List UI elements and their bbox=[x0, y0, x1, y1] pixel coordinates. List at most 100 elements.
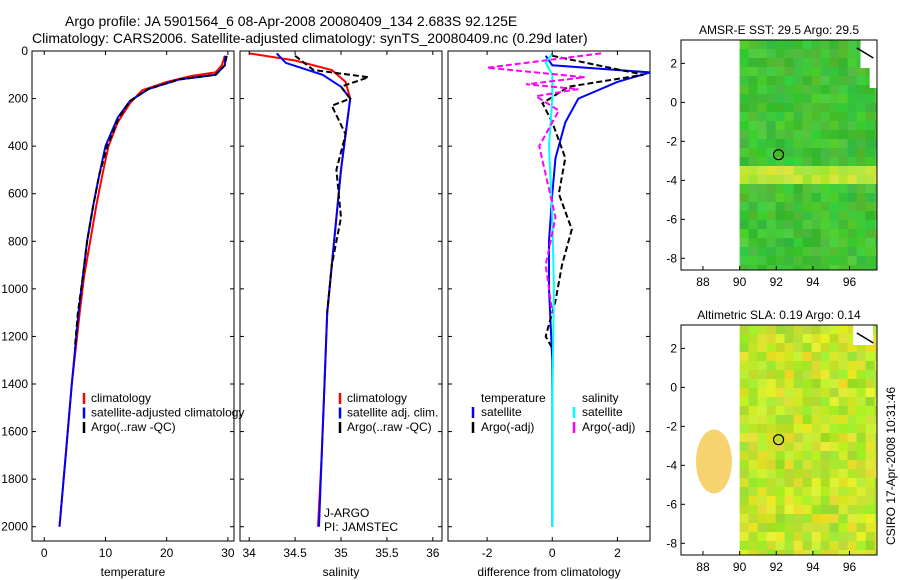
sst-map-cell bbox=[739, 121, 750, 131]
sla-map-cell bbox=[856, 487, 867, 497]
salinity-profile-line-1 bbox=[275, 52, 352, 527]
sst-map-cell bbox=[748, 256, 759, 266]
sst-map-cell bbox=[829, 193, 840, 203]
sst-map-cell bbox=[784, 202, 795, 212]
sst-map-cell bbox=[748, 229, 759, 239]
sst-map-cell bbox=[775, 103, 786, 113]
sla-map-cell bbox=[748, 361, 759, 371]
sla-map-cell bbox=[820, 397, 831, 407]
sla-map-cell bbox=[793, 424, 804, 434]
sla-map-cell bbox=[847, 352, 858, 362]
sla-map-cell bbox=[811, 424, 822, 434]
sst-map-cell bbox=[739, 94, 750, 104]
sla-map-cell bbox=[793, 415, 804, 425]
sst-map-cell bbox=[766, 103, 777, 113]
sla-map-cell bbox=[775, 388, 786, 398]
sst-map-cell bbox=[829, 112, 840, 122]
sla-map-cell bbox=[784, 487, 795, 497]
sla-map-cell bbox=[838, 334, 849, 344]
sst-map-cell bbox=[766, 220, 777, 230]
sst-map-cell bbox=[856, 121, 867, 131]
sla-map-cell bbox=[757, 514, 768, 524]
sla-map-cell bbox=[793, 370, 804, 380]
difference-profile-xtick-label: 2 bbox=[614, 546, 621, 560]
sst-map-cell bbox=[838, 76, 849, 86]
temperature-profile-legend-label: Argo(..raw -QC) bbox=[91, 420, 176, 434]
sst-map-cell bbox=[856, 166, 867, 176]
sla-map-ytick-label: -4 bbox=[666, 458, 677, 472]
sst-map-cell bbox=[811, 184, 822, 194]
sst-map-cell bbox=[838, 193, 849, 203]
sla-map-cell bbox=[802, 433, 813, 443]
sst-map-cell bbox=[766, 175, 777, 185]
sla-map-cell bbox=[739, 487, 750, 497]
sst-map-xtick-label: 94 bbox=[806, 275, 820, 289]
sst-map-cell bbox=[793, 211, 804, 221]
sla-map-cell bbox=[829, 469, 840, 479]
sla-map-cell bbox=[802, 370, 813, 380]
sla-map-cell bbox=[757, 397, 768, 407]
sst-map-cell bbox=[775, 40, 786, 50]
sla-map-cell bbox=[748, 352, 759, 362]
sst-map-cell bbox=[739, 130, 750, 140]
sst-map-cell bbox=[802, 58, 813, 68]
sla-map-argo-marker bbox=[772, 434, 785, 446]
sla-map-cell bbox=[811, 451, 822, 461]
sla-map-cell bbox=[811, 478, 822, 488]
sla-map-cell bbox=[847, 442, 858, 452]
sla-map-cell bbox=[874, 361, 877, 371]
sst-map-cell bbox=[847, 112, 858, 122]
difference-legend-label: Argo(-adj) bbox=[481, 420, 534, 434]
sst-map-cell bbox=[784, 76, 795, 86]
sst-map-cell bbox=[784, 121, 795, 131]
sla-map-cell bbox=[820, 451, 831, 461]
sla-map-cell bbox=[802, 415, 813, 425]
sst-map-cell bbox=[838, 175, 849, 185]
sla-map-cell bbox=[784, 451, 795, 461]
sla-map-cell bbox=[838, 370, 849, 380]
sst-map-cell bbox=[811, 121, 822, 131]
sla-map-cell bbox=[865, 514, 876, 524]
sla-map-cell bbox=[847, 487, 858, 497]
sst-map-cell bbox=[766, 148, 777, 158]
sst-map-cell bbox=[811, 193, 822, 203]
sst-map-cell bbox=[748, 166, 759, 176]
sst-map-cell bbox=[766, 121, 777, 131]
sst-map-cell bbox=[874, 103, 877, 113]
sst-map-cell bbox=[775, 148, 786, 158]
sst-map-cell bbox=[802, 67, 813, 77]
sla-map-cell bbox=[838, 352, 849, 362]
sst-map-cell bbox=[847, 103, 858, 113]
sst-map-cell bbox=[838, 184, 849, 194]
sst-map-cell bbox=[847, 148, 858, 158]
sla-map-cell bbox=[766, 415, 777, 425]
sla-map-cell bbox=[874, 478, 877, 488]
sla-map-cell bbox=[793, 514, 804, 524]
sla-map-cell bbox=[757, 379, 768, 389]
sst-map-cell bbox=[811, 148, 822, 158]
sla-map-cell bbox=[775, 433, 786, 443]
sst-map-cell bbox=[775, 67, 786, 77]
sst-map-cell bbox=[865, 94, 876, 104]
sla-map-cell bbox=[757, 505, 768, 515]
sst-map-cell bbox=[865, 166, 876, 176]
sla-map-cell bbox=[874, 397, 877, 407]
sla-map-cell bbox=[802, 514, 813, 524]
sst-map-cell bbox=[829, 76, 840, 86]
temperature-profile-ytick-label: 0 bbox=[21, 44, 28, 58]
sla-map-cell bbox=[784, 433, 795, 443]
sla-map-cell bbox=[865, 478, 876, 488]
sla-map-ytick-label: -2 bbox=[666, 419, 677, 433]
sla-map-cell bbox=[856, 361, 867, 371]
sst-map-cell bbox=[784, 85, 795, 95]
sla-map-cell bbox=[820, 487, 831, 497]
temperature-profile-ytick-label: 1200 bbox=[1, 329, 28, 343]
sla-map-cell bbox=[757, 451, 768, 461]
sla-map-cell bbox=[874, 415, 877, 425]
sla-map-cell bbox=[784, 550, 795, 555]
sla-map-cell bbox=[820, 361, 831, 371]
sla-map-cell bbox=[856, 478, 867, 488]
sla-map-cell bbox=[856, 541, 867, 551]
salinity-profile-line-0 bbox=[249, 52, 352, 527]
difference-profile-xtick-label: -2 bbox=[482, 546, 493, 560]
